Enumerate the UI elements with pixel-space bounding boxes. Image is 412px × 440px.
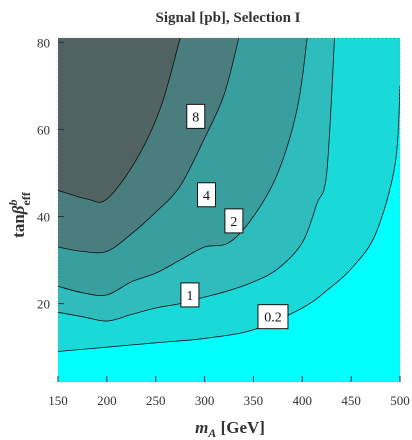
plot-frame	[57, 37, 401, 383]
y-tick-label: 80	[37, 35, 50, 50]
y-tick-label: 20	[37, 297, 50, 312]
contour-label-1: 1	[180, 282, 200, 308]
chart-title: Signal [pb], Selection I	[155, 10, 300, 26]
svg-text:4: 4	[203, 189, 210, 204]
y-tick-label: 60	[37, 122, 50, 137]
x-tick-label: 500	[390, 393, 410, 408]
svg-text:1: 1	[186, 289, 193, 304]
contour-label-0.2: 0.2	[257, 304, 289, 330]
svg-text:2: 2	[230, 215, 237, 230]
contour-line-0.2	[58, 85, 400, 352]
x-tick-label: 300	[195, 393, 215, 408]
contour-line-4	[58, 38, 240, 254]
contour-label-4: 4	[197, 182, 217, 208]
x-tick-label: 400	[293, 393, 313, 408]
contour-line-2	[58, 38, 308, 296]
x-tick-label: 350	[244, 393, 264, 408]
y-tick-label: 40	[37, 210, 50, 225]
contour-line-8	[58, 38, 181, 203]
contour-label-8: 8	[186, 103, 206, 129]
svg-text:8: 8	[192, 110, 199, 125]
plot-area	[58, 38, 400, 382]
contour-label-2: 2	[224, 208, 244, 234]
x-tick-label: 200	[97, 393, 117, 408]
x-tick-label: 150	[48, 393, 68, 408]
y-axis-label: tanβbeff	[6, 191, 33, 238]
x-tick-label: 250	[146, 393, 166, 408]
region-above-8	[58, 38, 400, 203]
x-axis-label: mA [GeV]	[195, 418, 265, 440]
x-tick-label: 450	[341, 393, 361, 408]
svg-text:0.2: 0.2	[264, 311, 282, 326]
contour-line-1	[58, 38, 335, 322]
axes: 150 200 250 300 350 400 450 500 20 40 60 80 0.2 1 2 4 8	[37, 35, 410, 408]
